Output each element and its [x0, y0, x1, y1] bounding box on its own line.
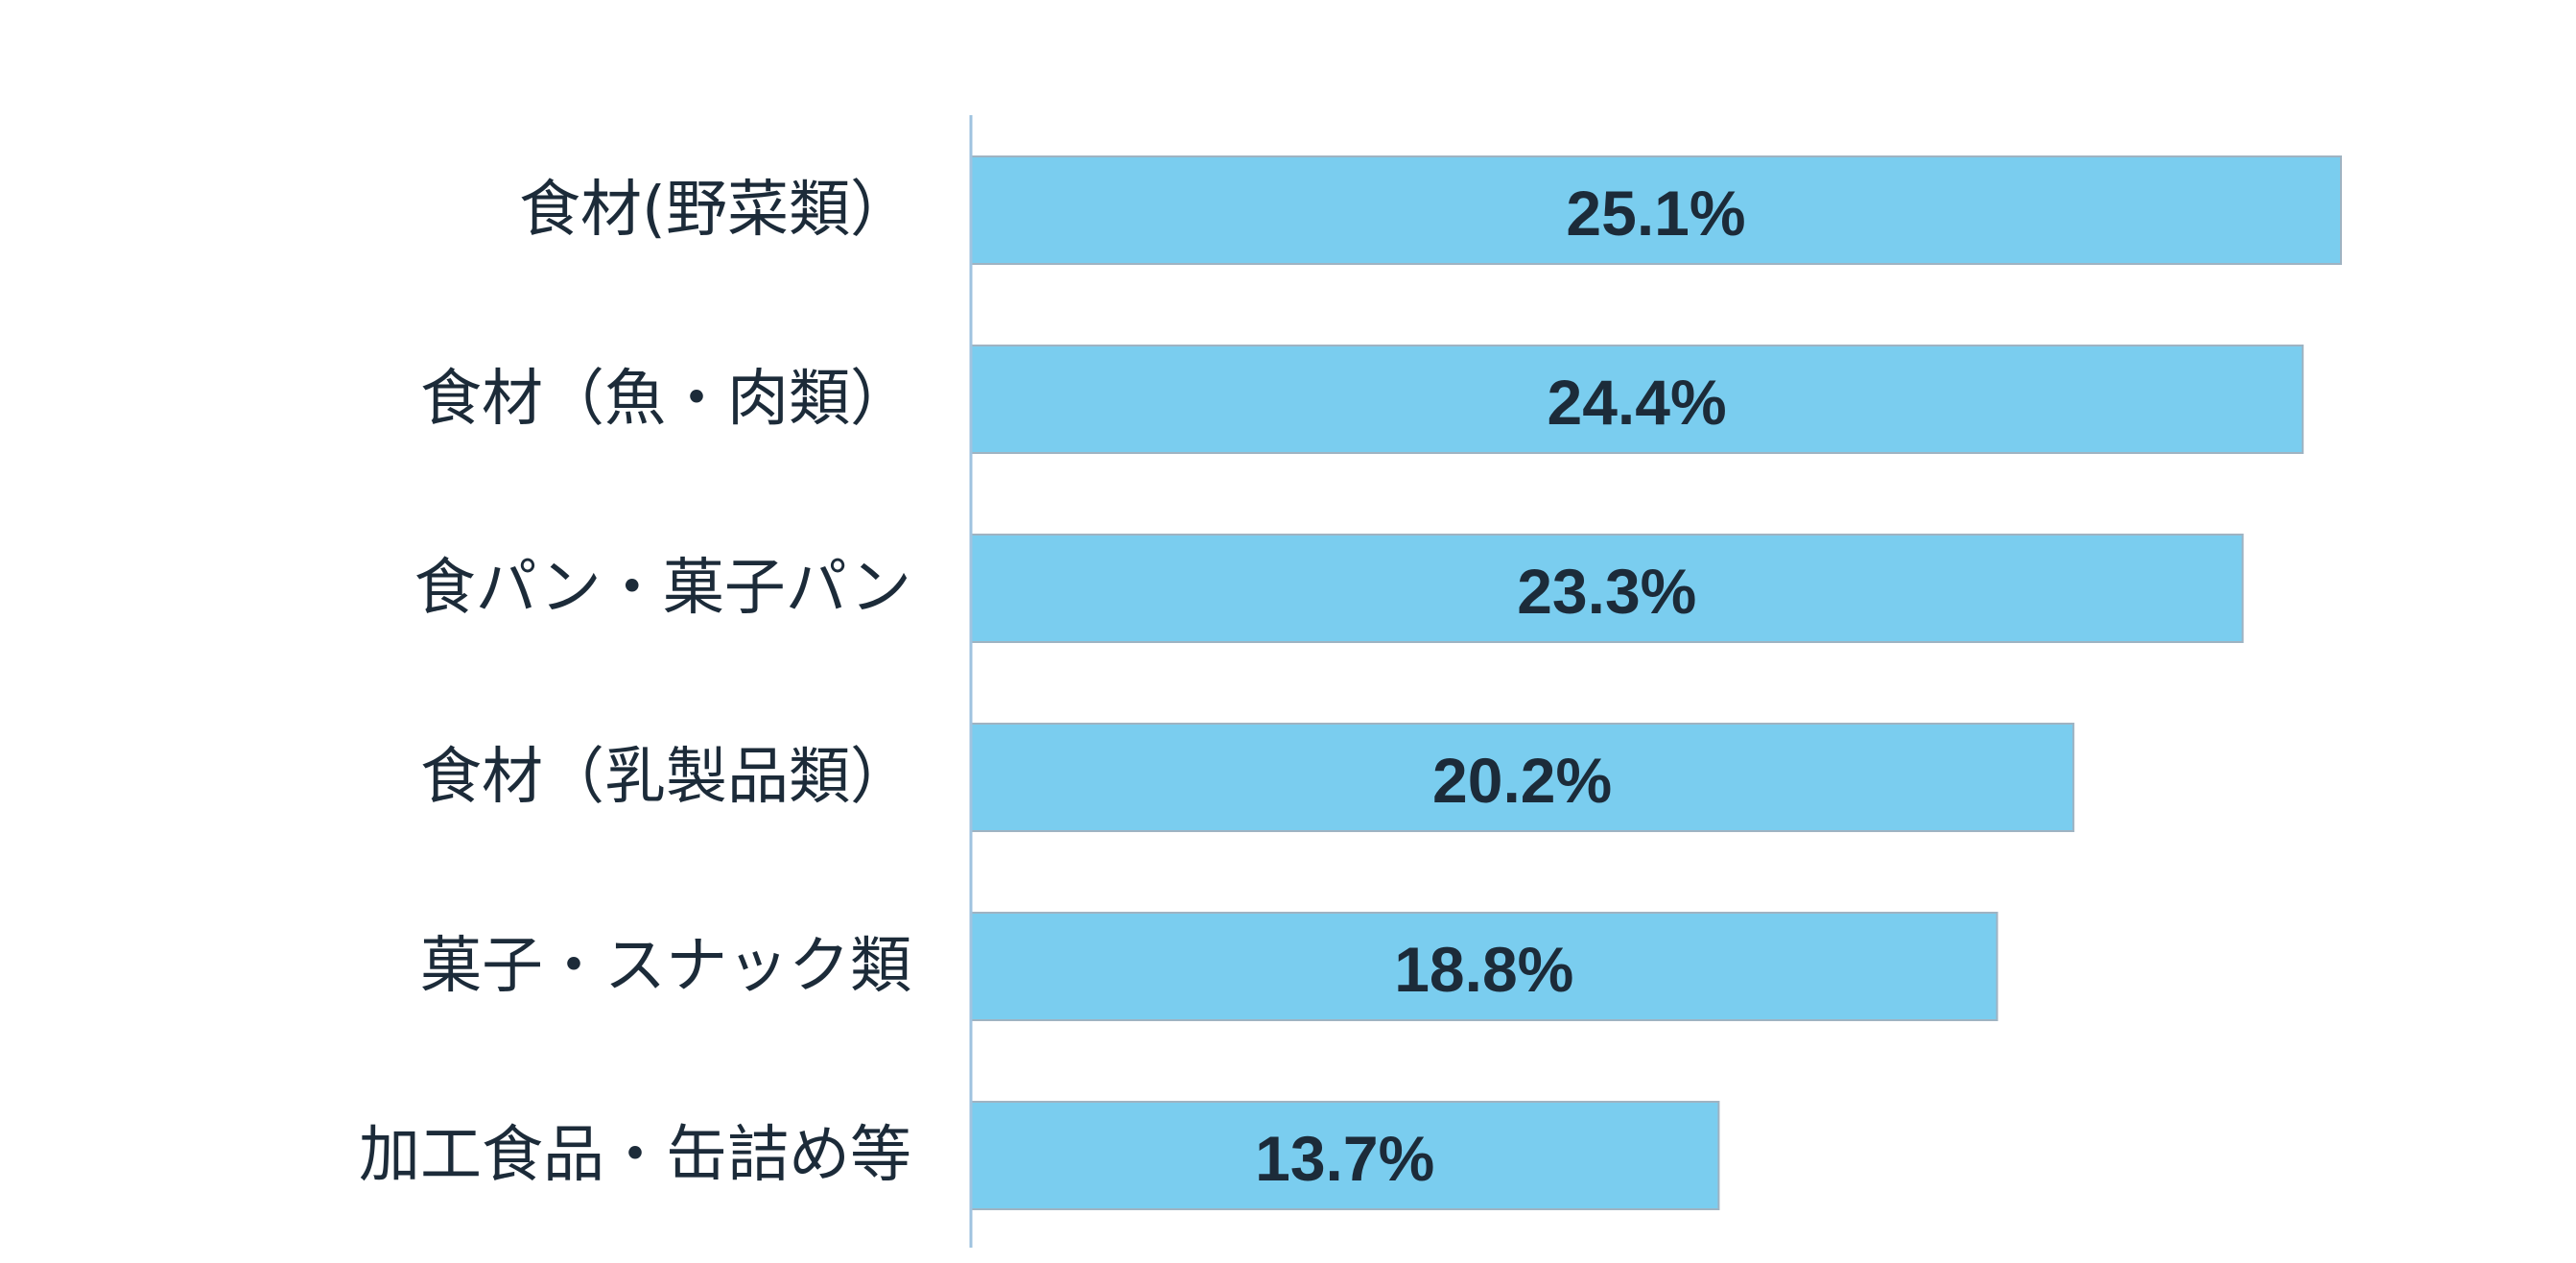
data-label-4: 18.8% — [1394, 934, 1573, 1005]
category-label-5: 加工食品・缶詰め等 — [359, 1120, 911, 1191]
data-label-0: 25.1% — [1566, 178, 1745, 249]
data-label-2: 23.3% — [1517, 556, 1696, 627]
bar-1 — [970, 345, 2304, 454]
bar-5 — [970, 1101, 1720, 1210]
bar-4 — [970, 912, 1998, 1021]
category-label-0: 食材(野菜類） — [519, 175, 911, 246]
data-labels: 25.1% 24.4% 23.3% 20.2% 18.8% 13.7% — [1255, 178, 1745, 1194]
category-label-2: 食パン・菓子パン — [414, 553, 911, 624]
data-label-3: 20.2% — [1432, 745, 1612, 816]
bar-0 — [970, 155, 2342, 265]
category-label-3: 食材（乳製品類） — [420, 742, 911, 813]
data-label-1: 24.4% — [1548, 367, 1727, 438]
data-label-5: 13.7% — [1255, 1123, 1434, 1194]
bar-3 — [970, 723, 2075, 832]
category-label-4: 菓子・スナック類 — [420, 931, 911, 1002]
category-label-1: 食材（魚・肉類） — [420, 364, 911, 435]
bars-layer — [970, 155, 2342, 1210]
bar-2 — [970, 534, 2244, 643]
